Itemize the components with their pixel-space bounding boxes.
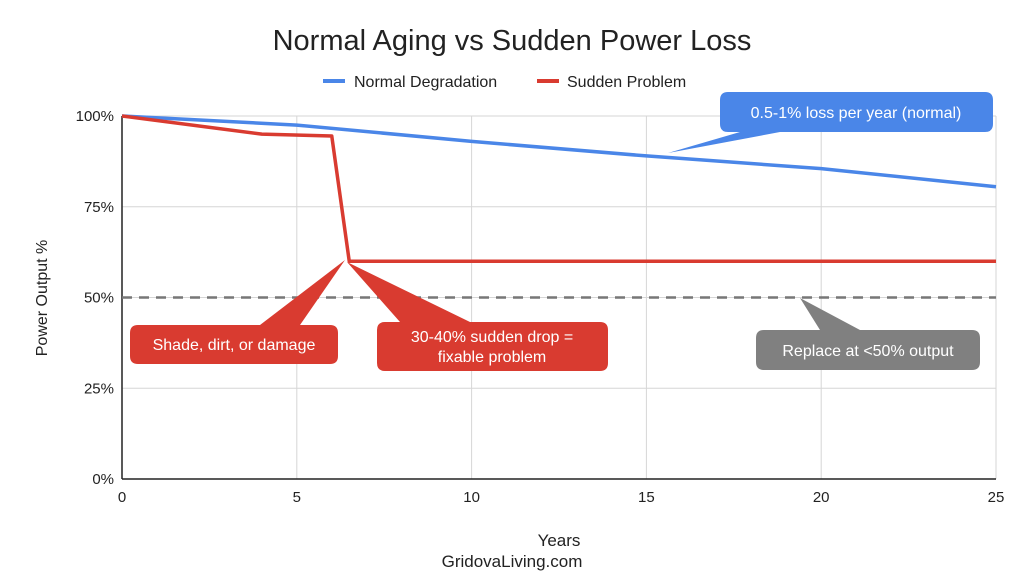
callout-drop-text-line1: 30-40% sudden drop =	[411, 329, 573, 346]
x-tick-label: 5	[293, 489, 301, 506]
x-tick-label: 15	[638, 489, 655, 506]
chart-title: Normal Aging vs Sudden Power Loss	[273, 25, 752, 57]
x-tick-label: 20	[813, 489, 830, 506]
x-tick-label: 25	[988, 489, 1005, 506]
grid	[121, 115, 997, 480]
x-axis-label: Years	[538, 531, 581, 550]
series-line-normal-degradation	[121, 114, 997, 189]
y-axis-label: Power Output %	[34, 240, 51, 357]
callouts: 0.5-1% loss per year (normal) Shade, dir…	[130, 92, 993, 371]
y-tick-label: 25%	[84, 380, 114, 397]
source-label: GridovaLiving.com	[442, 552, 583, 571]
callout-drop-text-line2: fixable problem	[438, 349, 547, 366]
y-tick-label: 75%	[84, 199, 114, 216]
x-tick-label: 0	[118, 489, 126, 506]
y-tick-label: 0%	[92, 471, 114, 488]
callout-normal: 0.5-1% loss per year (normal)	[668, 92, 993, 153]
y-tick-label: 100%	[76, 108, 114, 125]
y-tick-label: 50%	[84, 290, 114, 307]
ticks: 0 5 10 15 20 25 0% 25% 50% 75% 100%	[76, 108, 1005, 506]
x-tick-label: 10	[463, 489, 480, 506]
callout-replace: Replace at <50% output	[756, 298, 980, 370]
series-line-sudden-problem	[121, 114, 996, 263]
legend-label-sudden: Sudden Problem	[567, 74, 686, 91]
callout-shade: Shade, dirt, or damage	[130, 260, 345, 364]
callout-replace-text: Replace at <50% output	[782, 343, 954, 360]
callout-drop: 30-40% sudden drop = fixable problem	[347, 262, 608, 371]
legend: Normal Degradation Sudden Problem	[323, 74, 686, 91]
legend-label-normal: Normal Degradation	[354, 74, 497, 91]
series-lines	[121, 114, 997, 299]
callout-normal-text: 0.5-1% loss per year (normal)	[751, 105, 962, 122]
callout-shade-text: Shade, dirt, or damage	[153, 337, 316, 354]
